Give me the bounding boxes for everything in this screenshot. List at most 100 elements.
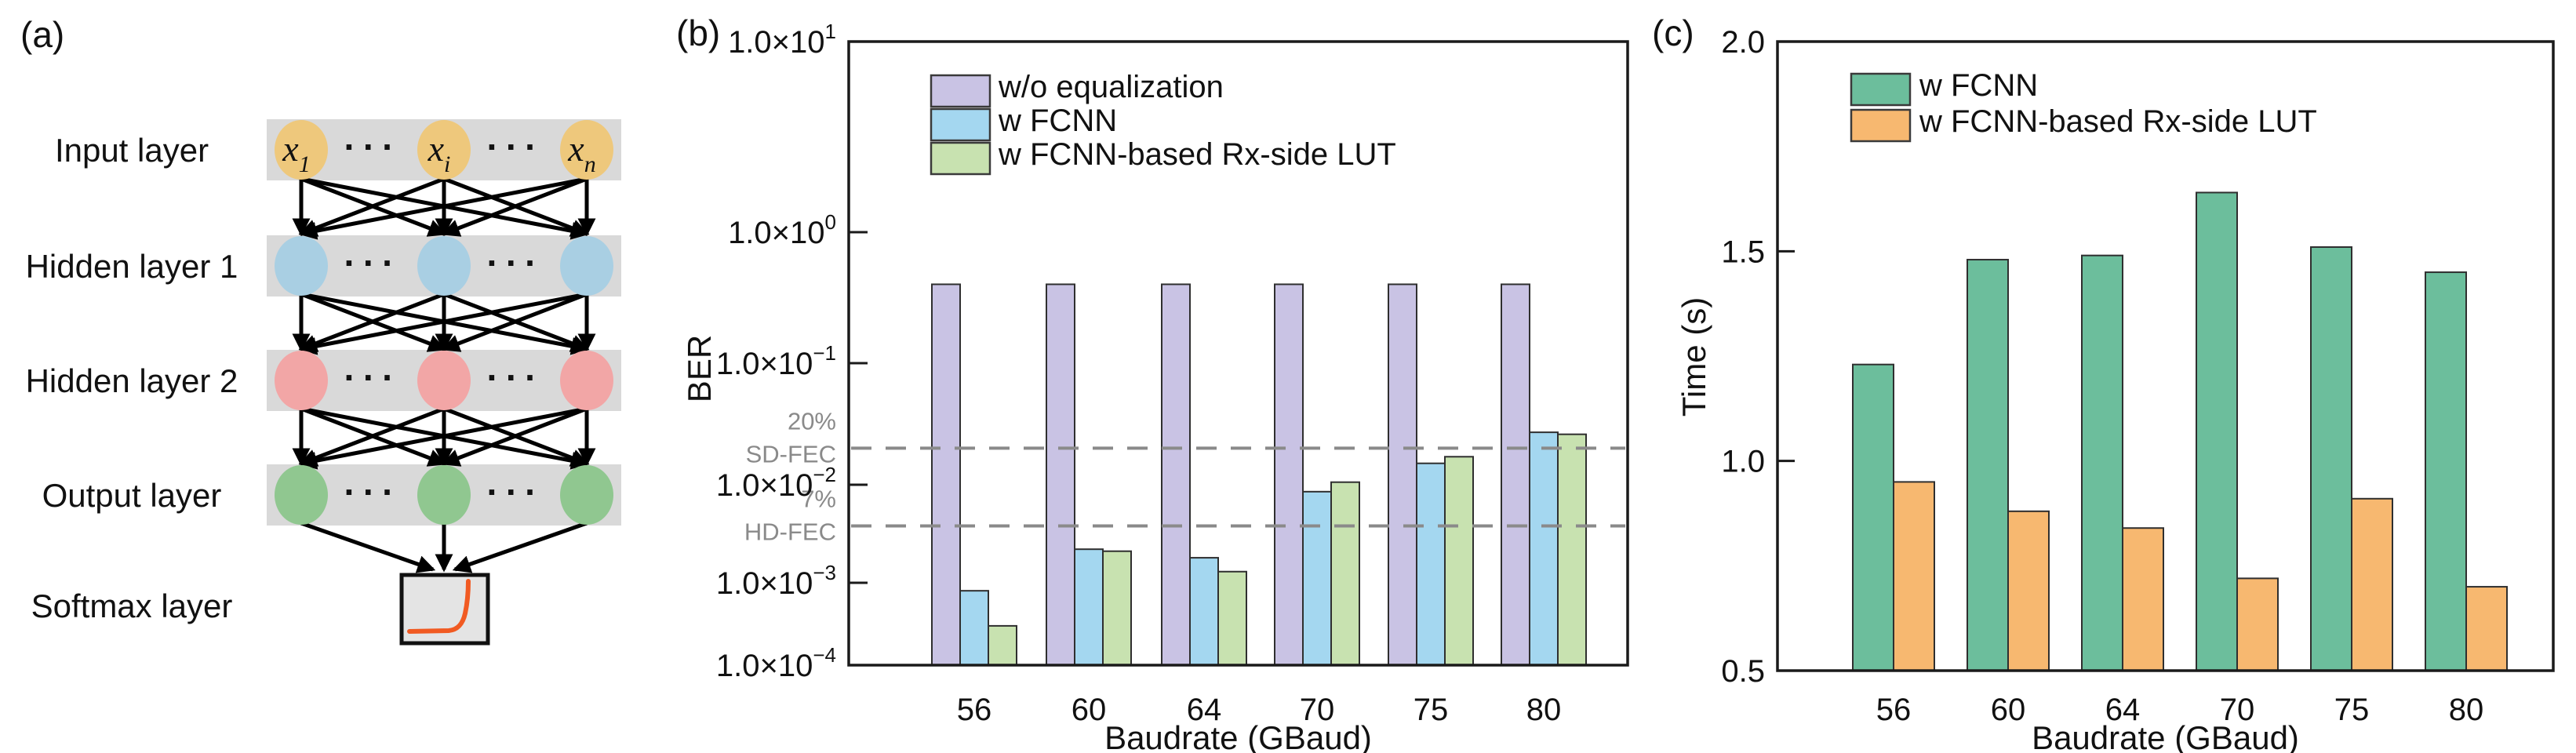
ellipsis-dots: ··· [344, 126, 402, 167]
bar-w-fcnn-56 [1852, 363, 1894, 671]
y-tick-label: 1.0×10−3 [716, 561, 836, 601]
ellipsis-dots: ··· [487, 471, 544, 512]
y-tick-label: 1.0×10−1 [716, 341, 836, 381]
panel-c-time-chart: (c) 0.5 1.0 1.5 2.0 56 60 64 70 75 80 Baudrate (GBa… [1652, 13, 2555, 753]
y-tick-label: 1.5 [1721, 235, 1765, 269]
node-output-2 [417, 465, 471, 525]
bar-w-fcnn-64 [1189, 557, 1219, 666]
arrow-to-softmax [300, 521, 436, 573]
label-hidden-layer-1: Hidden layer 1 [26, 248, 238, 285]
legend-swatch-w-o-equalization [930, 74, 991, 108]
bar-w-fcnn-70 [2196, 191, 2238, 672]
plot-frame-c [1776, 40, 2555, 672]
x-tick-label-60: 60 [1072, 693, 1107, 727]
bar-w-o-equalization-75 [1388, 283, 1417, 666]
y-tick-label: 0.5 [1721, 654, 1765, 689]
bar-w-fcnn-80 [2425, 271, 2467, 671]
bar-w-fcnn-70 [1302, 490, 1332, 666]
bar-w-o-equalization-60 [1046, 283, 1075, 666]
node-hidden1-3 [560, 236, 613, 296]
bar-w-fcnn-75 [2310, 246, 2352, 671]
bar-w-o-equalization-80 [1501, 283, 1530, 666]
label-hidden-layer-2: Hidden layer 2 [26, 362, 238, 399]
arrow [298, 176, 588, 240]
legend-label-w-fcnn-based-rx-side-lut: w FCNN-based Rx-side LUT [1919, 104, 2317, 139]
x-tick-label-70: 70 [1300, 693, 1335, 727]
bar-w-fcnn-based-rx-side-lut-75 [2351, 497, 2393, 672]
x-tick-label-75: 75 [1414, 693, 1449, 727]
bar-w-fcnn-based-rx-side-lut-80 [2465, 586, 2508, 671]
label-output-layer: Output layer [42, 477, 222, 514]
x-tick-label-70: 70 [2220, 693, 2255, 727]
y-tick-label: 1.0×101 [728, 20, 836, 60]
y-tick-label: 1.0×10−4 [716, 643, 836, 683]
node-input-i [417, 120, 471, 180]
y-tick-label: 1.0×100 [728, 210, 836, 250]
bar-w-o-equalization-70 [1274, 283, 1304, 666]
legend-label-w-fcnn: w FCNN [998, 104, 1117, 138]
bar-w-fcnn-64 [2081, 254, 2123, 671]
legend-label-w-o-equalization: w/o equalization [998, 70, 1224, 104]
legend-swatch-w-fcnn-based-rx-side-lut [930, 141, 991, 176]
node-hidden1-1 [275, 236, 328, 296]
bar-w-fcnn-80 [1529, 431, 1559, 666]
node-hidden2-2 [417, 351, 471, 410]
y-tick-label: 2.0 [1721, 25, 1765, 60]
arrow [441, 176, 588, 237]
bar-w-fcnn-based-rx-side-lut-64 [2122, 527, 2164, 671]
panel-label-c: (c) [1652, 13, 1694, 53]
arrow [298, 406, 445, 467]
arrow [298, 176, 445, 237]
label-input-layer: Input layer [55, 132, 209, 169]
node-output-3 [560, 465, 613, 525]
node-hidden1-2 [417, 236, 471, 296]
x-tick-label-56: 56 [957, 693, 992, 727]
bar-w-fcnn-75 [1416, 462, 1446, 667]
plot-frame-b [847, 40, 1629, 667]
panel-label-b: (b) [676, 13, 720, 53]
arrow [441, 292, 588, 352]
panel-b-ber-chart: (b) 20% SD-FEC 7% HD-FEC 1.0×101 1.0×100 1.0×10… [676, 13, 1629, 753]
node-label-xi: xi [428, 129, 451, 177]
bar-w-fcnn-based-rx-side-lut-56 [988, 624, 1017, 667]
arrow [298, 292, 588, 355]
x-tick-label-80: 80 [2449, 693, 2484, 727]
sd-fec-label: 20% [788, 407, 836, 435]
y-tick-label: 1.0×10−2 [716, 463, 836, 503]
bar-w-fcnn-60 [1074, 548, 1104, 666]
hd-fec-label: 7% [801, 486, 836, 513]
ellipsis-dots: ··· [344, 471, 402, 512]
y-axis-title-b: BER [681, 335, 718, 402]
node-input-n [560, 120, 613, 180]
node-label-x1: x1 [282, 129, 310, 177]
x-tick-label-64: 64 [1187, 693, 1222, 727]
x-tick-label-64: 64 [2105, 693, 2141, 727]
y-tick-label: 1.0 [1721, 445, 1765, 479]
bar-w-o-equalization-64 [1161, 283, 1191, 666]
bar-w-fcnn-60 [1967, 259, 2009, 671]
arrow [298, 292, 445, 352]
node-hidden2-3 [560, 351, 613, 410]
x-axis-title-b: Baudrate (GBaud) [1104, 719, 1372, 753]
bar-w-fcnn-based-rx-side-lut-60 [1102, 550, 1132, 666]
ellipsis-dots: ··· [487, 126, 544, 167]
node-output-1 [275, 465, 328, 525]
hd-fec-label: HD-FEC [744, 518, 836, 546]
connection-arrows [292, 176, 596, 573]
arrow [298, 406, 588, 470]
arrow [441, 406, 588, 467]
label-softmax-layer: Softmax layer [31, 587, 233, 624]
bar-w-fcnn-based-rx-side-lut-56 [1893, 481, 1935, 672]
bar-w-fcnn-based-rx-side-lut-80 [1557, 433, 1587, 666]
legend-label-w-fcnn-based-rx-side-lut: w FCNN-based Rx-side LUT [998, 137, 1396, 172]
node-label-xn: xn [567, 129, 595, 177]
node-input-1 [275, 120, 328, 180]
softmax-activation-curve [407, 579, 471, 634]
ellipsis-dots: ··· [487, 357, 544, 398]
legend-swatch-w-fcnn [930, 107, 991, 142]
ellipsis-dots: ··· [344, 357, 402, 398]
x-tick-label-75: 75 [2334, 693, 2370, 727]
sd-fec-label: SD-FEC [746, 440, 836, 467]
legend-label-w-fcnn: w FCNN [1919, 68, 2038, 103]
